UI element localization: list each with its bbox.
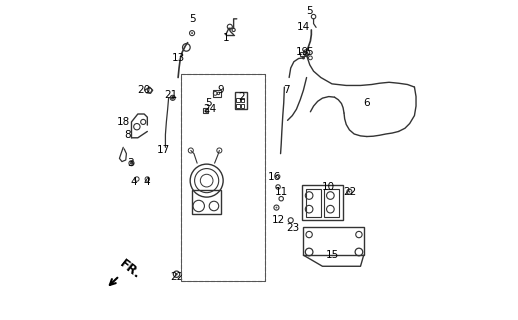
Text: 18: 18 bbox=[117, 117, 130, 127]
Text: FR.: FR. bbox=[117, 257, 143, 281]
Text: 12: 12 bbox=[271, 215, 285, 225]
Text: 20: 20 bbox=[138, 85, 151, 95]
Bar bbox=[203, 108, 208, 113]
Circle shape bbox=[276, 207, 278, 209]
Text: 16: 16 bbox=[268, 172, 281, 182]
Text: 15: 15 bbox=[325, 250, 339, 260]
Bar bbox=[235, 92, 247, 109]
Text: 3: 3 bbox=[127, 158, 134, 168]
Text: 17: 17 bbox=[157, 146, 170, 156]
Bar bbox=[240, 104, 244, 108]
Text: 14: 14 bbox=[297, 22, 310, 32]
Text: 22: 22 bbox=[343, 187, 356, 197]
Bar bbox=[192, 190, 221, 214]
Text: 11: 11 bbox=[275, 187, 288, 197]
Text: 5: 5 bbox=[205, 98, 211, 108]
Circle shape bbox=[171, 97, 174, 99]
Text: 19: 19 bbox=[296, 47, 309, 57]
Text: 2: 2 bbox=[238, 92, 245, 101]
Circle shape bbox=[131, 162, 133, 164]
Text: 9: 9 bbox=[218, 85, 224, 95]
Circle shape bbox=[305, 52, 308, 56]
Text: 23: 23 bbox=[286, 223, 300, 233]
Bar bbox=[213, 90, 221, 97]
Circle shape bbox=[175, 273, 178, 276]
Text: 13: 13 bbox=[171, 53, 185, 63]
Circle shape bbox=[191, 32, 193, 34]
Bar bbox=[240, 98, 244, 102]
Text: 6: 6 bbox=[364, 98, 370, 108]
Text: 7: 7 bbox=[283, 85, 289, 95]
Bar bbox=[324, 188, 339, 217]
Bar bbox=[181, 74, 265, 281]
Text: 4: 4 bbox=[131, 177, 137, 187]
Circle shape bbox=[349, 191, 350, 193]
Bar bbox=[181, 74, 265, 281]
Text: 4: 4 bbox=[143, 177, 150, 187]
Text: 5: 5 bbox=[307, 47, 313, 57]
Bar bbox=[299, 52, 307, 56]
Bar bbox=[306, 188, 321, 217]
Text: 22: 22 bbox=[170, 272, 183, 282]
Text: 10: 10 bbox=[322, 182, 335, 192]
Text: 8: 8 bbox=[124, 130, 131, 140]
Text: 24: 24 bbox=[203, 104, 217, 114]
Circle shape bbox=[302, 56, 305, 60]
Bar bbox=[236, 98, 240, 102]
Text: 1: 1 bbox=[222, 33, 229, 43]
Text: 5: 5 bbox=[307, 6, 313, 16]
Text: 21: 21 bbox=[164, 90, 178, 100]
Bar bbox=[236, 104, 240, 108]
Bar bbox=[302, 185, 343, 220]
Text: 5: 5 bbox=[189, 14, 196, 24]
